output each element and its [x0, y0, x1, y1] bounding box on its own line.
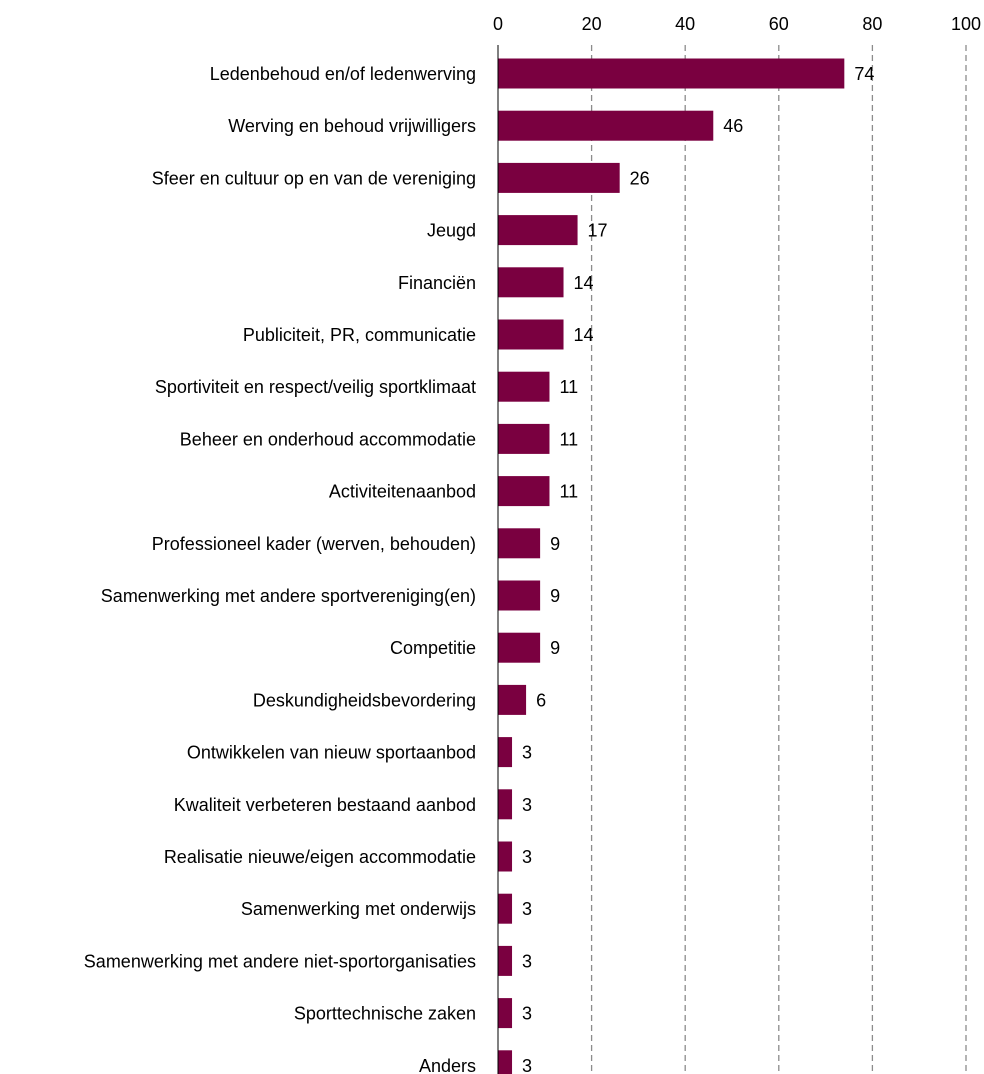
category-label: Sportiviteit en respect/veilig sportklim…	[155, 377, 476, 397]
category-label: Professioneel kader (werven, behouden)	[152, 534, 476, 554]
value-label: 14	[574, 273, 594, 293]
category-label: Financiën	[398, 273, 476, 293]
value-labels: 74 46 26 17 14 14 11 11 11 9 9 9 6 3 3 3 3 3 3 3	[522, 64, 874, 1074]
bar	[498, 215, 578, 246]
value-label: 11	[559, 482, 578, 502]
bar	[498, 58, 845, 89]
value-label: 3	[522, 743, 532, 763]
x-tick-label: 100	[951, 14, 981, 34]
x-tick-label: 20	[582, 14, 602, 34]
x-tick-label: 0	[493, 14, 503, 34]
category-label: Sporttechnische zaken	[294, 1004, 476, 1024]
bar	[498, 371, 550, 402]
bar	[498, 162, 620, 193]
bar	[498, 110, 714, 141]
x-tick-label: 60	[769, 14, 789, 34]
bar	[498, 841, 513, 872]
x-tick-label: 80	[862, 14, 882, 34]
bar	[498, 945, 513, 976]
value-label: 9	[550, 534, 560, 554]
value-label: 3	[522, 847, 532, 867]
category-label: Deskundigheidsbevordering	[253, 690, 476, 710]
value-label: 3	[522, 795, 532, 815]
category-label: Ontwikkelen van nieuw sportaanbod	[187, 743, 476, 763]
value-label: 3	[522, 1004, 532, 1024]
value-label: 14	[574, 325, 594, 345]
bar	[498, 319, 564, 350]
bar	[498, 998, 513, 1029]
category-label: Samenwerking met andere sportvereniging(…	[101, 586, 476, 606]
bar	[498, 893, 513, 924]
value-label: 17	[588, 221, 608, 241]
bars	[498, 58, 845, 1074]
value-label: 11	[559, 377, 578, 397]
value-label: 3	[522, 1056, 532, 1074]
category-label: Anders	[419, 1056, 476, 1074]
value-label: 26	[630, 168, 650, 188]
bar	[498, 476, 550, 507]
value-label: 3	[522, 899, 532, 919]
value-label: 74	[854, 64, 874, 84]
bar	[498, 737, 513, 768]
category-label: Realisatie nieuwe/eigen accommodatie	[164, 847, 476, 867]
category-label: Activiteitenaanbod	[329, 482, 476, 502]
bar	[498, 267, 564, 298]
x-axis-ticks: 0 20 40 60 80 100	[493, 14, 981, 34]
category-label: Beheer en onderhoud accommodatie	[180, 429, 476, 449]
category-label: Ledenbehoud en/of ledenwerving	[210, 64, 476, 84]
value-label: 46	[723, 116, 743, 136]
bar	[498, 684, 527, 715]
gridlines	[590, 45, 967, 1074]
x-tick-label: 40	[675, 14, 695, 34]
category-label: Samenwerking met andere niet-sportorgani…	[84, 951, 476, 971]
bar	[498, 423, 550, 454]
value-label: 11	[559, 429, 578, 449]
bar	[498, 632, 541, 663]
category-label: Competitie	[390, 638, 476, 658]
bar	[498, 1050, 513, 1074]
bar	[498, 528, 541, 559]
category-label: Werving en behoud vrijwilligers	[228, 116, 476, 136]
value-label: 9	[550, 586, 560, 606]
category-labels: Ledenbehoud en/of ledenwerving Werving en…	[84, 64, 476, 1074]
value-label: 6	[536, 690, 546, 710]
category-label: Kwaliteit verbeteren bestaand aanbod	[174, 795, 476, 815]
bar	[498, 789, 513, 820]
value-label: 3	[522, 951, 532, 971]
category-label: Publiciteit, PR, communicatie	[243, 325, 476, 345]
category-label: Jeugd	[427, 221, 476, 241]
bar	[498, 580, 541, 611]
category-label: Samenwerking met onderwijs	[241, 899, 476, 919]
category-label: Sfeer en cultuur op en van de vereniging	[152, 168, 476, 188]
value-label: 9	[550, 638, 560, 658]
